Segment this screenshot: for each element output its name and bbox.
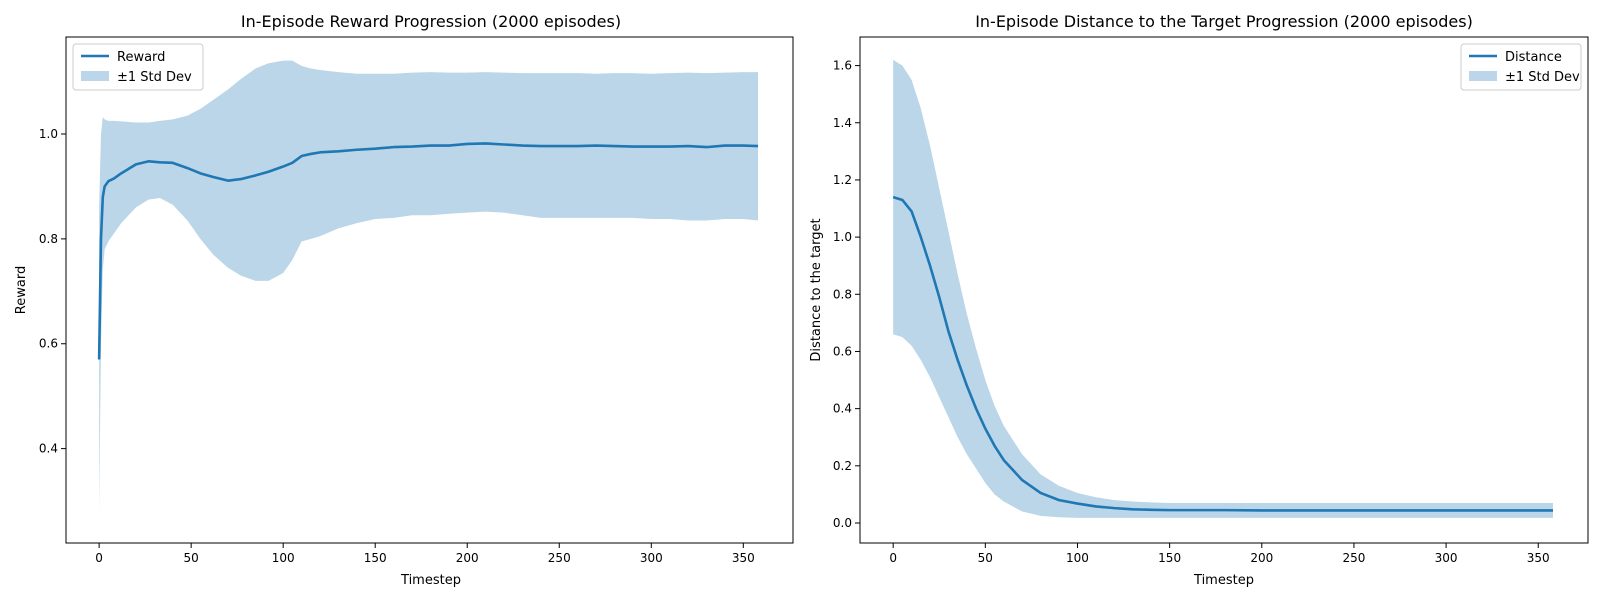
axes-frame [65,36,794,544]
x-tick-label: 200 [1250,551,1273,565]
reward-chart: In-Episode Reward Progression (2000 epis… [14,12,794,588]
x-tick-label: 200 [456,551,479,565]
legend-band-swatch [81,71,109,81]
x-tick-label: 350 [1527,551,1550,565]
legend-label: ±1 Std Dev [1505,70,1580,85]
x-tick-label: 50 [978,551,993,565]
y-tick-label: 0.0 [833,516,852,530]
y-tick-label: 1.2 [833,173,852,187]
axes-frame [859,36,1589,544]
chart-title: In-Episode Reward Progression (2000 epis… [241,12,621,31]
y-tick-label: 0.8 [39,232,58,246]
y-axis-label: Distance to the target [809,218,824,361]
legend-label: Reward [117,50,165,65]
x-axis-label: Timestep [400,573,461,588]
chart-title: In-Episode Distance to the Target Progre… [975,12,1473,31]
legend-label: ±1 Std Dev [117,70,192,85]
y-tick-label: 1.4 [833,116,852,130]
y-tick-label: 1.6 [833,59,852,73]
y-tick-label: 0.4 [833,402,852,416]
std-dev-band [893,59,1553,518]
y-tick-label: 0.2 [833,459,852,473]
series-line [97,142,759,360]
distance-chart: In-Episode Distance to the Target Progre… [809,12,1589,588]
legend: Reward ±1 Std Dev [72,43,204,91]
plot-area [97,60,759,512]
y-tick-label: 0.4 [39,442,58,456]
y-tick-label: 0.6 [39,337,58,351]
y-tick-label: 1.0 [833,230,852,244]
legend-label: Distance [1505,50,1562,65]
legend-band-swatch [1469,71,1497,81]
plot-area [892,59,1553,518]
y-tick-label: 0.6 [833,344,852,358]
x-tick-label: 0 [95,551,103,565]
x-tick-label: 250 [548,551,571,565]
x-tick-label: 350 [732,551,755,565]
x-tick-label: 50 [184,551,199,565]
x-tick-label: 300 [640,551,663,565]
y-tick-label: 0.8 [833,287,852,301]
x-tick-label: 100 [1066,551,1089,565]
y-tick-label: 1.0 [39,127,58,141]
std-dev-band [99,60,759,512]
x-tick-label: 0 [889,551,897,565]
x-tick-label: 100 [272,551,295,565]
x-tick-label: 300 [1435,551,1458,565]
series-line [892,195,1553,512]
legend: Distance ±1 Std Dev [1460,43,1582,91]
x-axis-label: Timestep [1193,573,1254,588]
x-tick-label: 250 [1342,551,1365,565]
y-axis-label: Reward [14,266,29,314]
x-tick-label: 150 [1158,551,1181,565]
x-tick-label: 150 [364,551,387,565]
